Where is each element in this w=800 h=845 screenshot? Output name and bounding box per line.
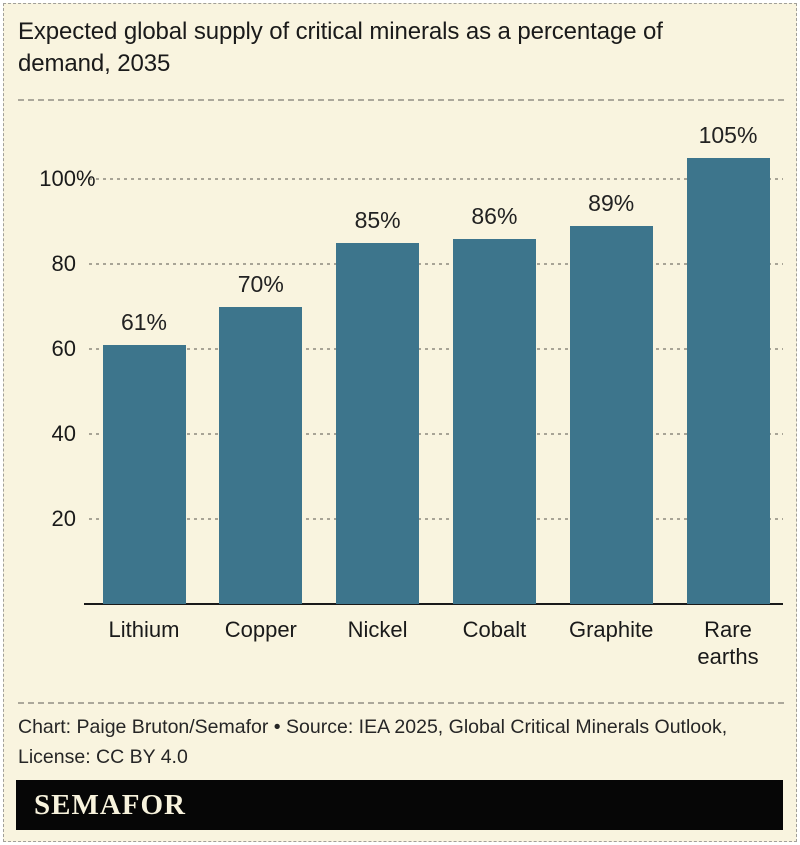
- bar-rare-earths: [686, 157, 770, 604]
- y-axis-tick-label: 60: [4, 335, 76, 363]
- x-axis-label: Lithium: [108, 617, 180, 642]
- semafor-logo-bar: SEMAFOR: [16, 780, 783, 830]
- y-axis-tick-label: 20: [4, 505, 76, 533]
- bar-graphite: [569, 225, 653, 604]
- y-tick-suffix: %: [76, 166, 96, 191]
- y-tick-number: 20: [51, 506, 76, 531]
- chart-title: Expected global supply of critical miner…: [18, 18, 663, 77]
- bar-value-label: 85%: [354, 206, 401, 233]
- gridline: [89, 518, 783, 520]
- chart-card: Expected global supply of critical miner…: [3, 3, 797, 842]
- y-tick-number: 60: [51, 336, 76, 361]
- x-axis-label: Rare earths: [697, 617, 759, 669]
- bar-copper: [219, 306, 303, 604]
- title-separator: [18, 99, 784, 101]
- gridline: [89, 348, 783, 350]
- x-axis-label: Nickel: [347, 617, 408, 642]
- bar-lithium: [102, 344, 186, 604]
- bar-value-label: 70%: [237, 270, 284, 297]
- credit-line: Chart: Paige Bruton/Semafor • Source: IE…: [18, 716, 728, 768]
- gridline: [89, 178, 783, 180]
- y-axis-tick-label: 80: [4, 250, 76, 278]
- y-tick-number: 40: [51, 421, 76, 446]
- bar-value-label: 89%: [588, 189, 635, 216]
- x-axis-line: [84, 603, 783, 605]
- bar-chart: 20 40 60 80 100% 61% Lithium 70% Copper 85% Nickel…: [4, 104, 798, 680]
- x-axis-label: Cobalt: [462, 617, 527, 642]
- semafor-logo-text: SEMAFOR: [34, 789, 186, 821]
- gridline: [89, 433, 783, 435]
- y-axis-tick-label: 100%: [4, 165, 95, 193]
- y-axis-tick-label: 40: [4, 420, 76, 448]
- y-tick-number: 100: [39, 166, 76, 191]
- bar-value-label: 86%: [471, 202, 518, 229]
- bar-value-label: 105%: [698, 121, 758, 148]
- bar-cobalt: [452, 238, 536, 604]
- bar-nickel: [336, 242, 420, 604]
- x-axis-label: Graphite: [568, 617, 654, 642]
- y-tick-number: 80: [51, 251, 76, 276]
- gridline: [89, 263, 783, 265]
- bar-value-label: 61%: [120, 308, 168, 335]
- x-axis-label: Copper: [224, 617, 297, 642]
- footer-separator: [18, 702, 784, 704]
